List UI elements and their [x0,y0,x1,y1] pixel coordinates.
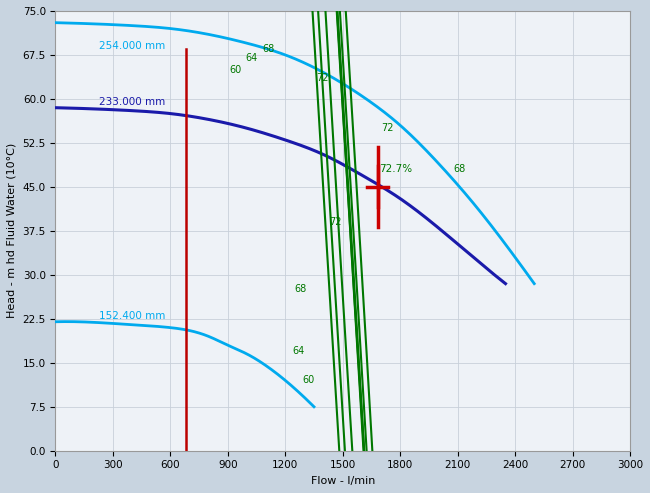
Text: 68: 68 [294,284,306,294]
Text: 72: 72 [316,73,328,83]
Text: 64: 64 [245,53,257,63]
Text: 60: 60 [302,375,315,386]
Text: 68: 68 [454,164,466,174]
Text: 233.000 mm: 233.000 mm [99,97,165,107]
Text: 60: 60 [229,65,242,74]
Text: 72: 72 [381,123,393,133]
Y-axis label: Head - m hd Fluid Water (10°C): Head - m hd Fluid Water (10°C) [7,143,17,318]
Text: 68: 68 [263,44,274,54]
Text: 64: 64 [292,346,304,356]
Text: 72: 72 [330,217,342,227]
Text: 254.000 mm: 254.000 mm [99,41,165,51]
X-axis label: Flow - l/min: Flow - l/min [311,476,375,486]
Text: 72.7%: 72.7% [379,164,412,174]
Text: 152.400 mm: 152.400 mm [99,311,166,321]
